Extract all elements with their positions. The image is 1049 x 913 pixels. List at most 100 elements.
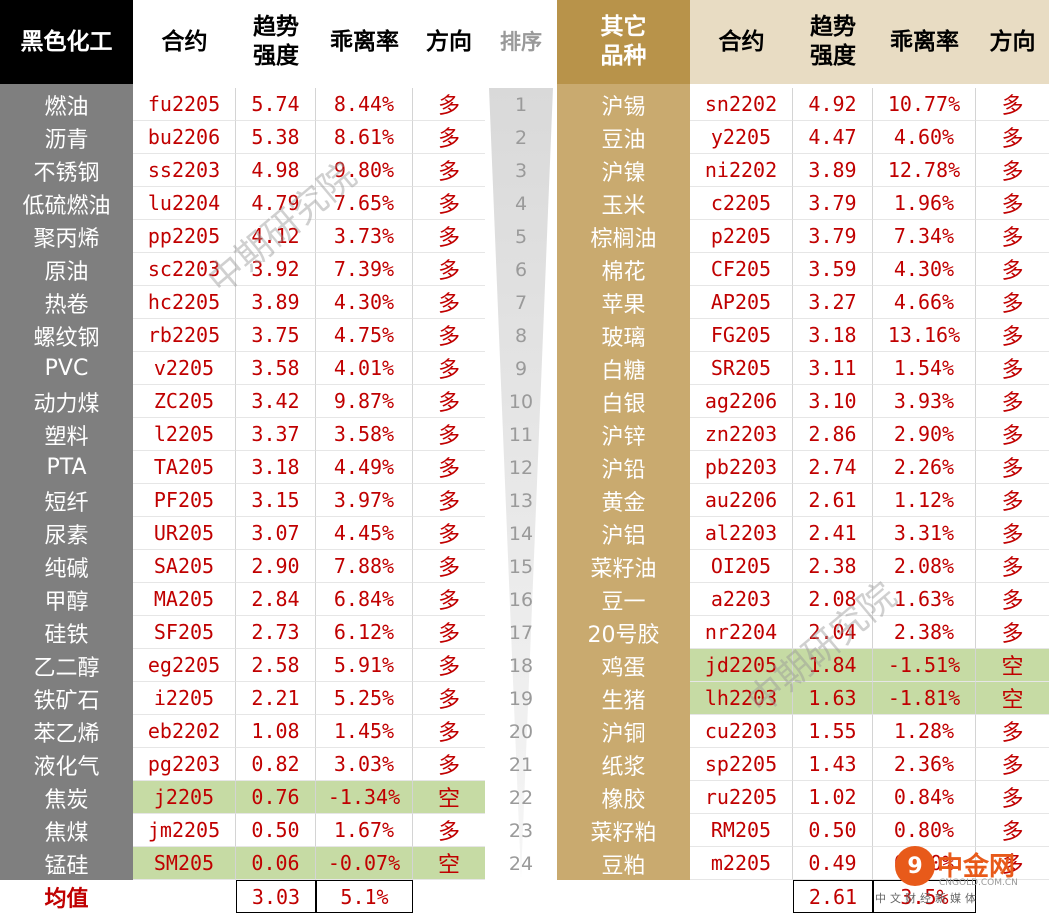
right-row-contract: nr2204 <box>690 616 793 649</box>
rank-number: 18 <box>508 654 534 677</box>
left-row-name: 低硫燃油 <box>0 187 133 220</box>
rank-number: 5 <box>514 225 528 248</box>
right-row-direction: 多 <box>976 781 1049 814</box>
right-row-direction: 多 <box>976 187 1049 220</box>
left-row-strength: 2.90 <box>236 550 316 583</box>
right-row-direction: 多 <box>976 220 1049 253</box>
right-row-contract: CF205 <box>690 253 793 286</box>
right-row-deviation: 2.08% <box>873 550 976 583</box>
right-row-direction: 多 <box>976 121 1049 154</box>
left-row-deviation: 8.44% <box>316 88 413 121</box>
right-row-name: 沪锡 <box>557 88 690 121</box>
right-row-direction: 多 <box>976 550 1049 583</box>
left-row-direction: 多 <box>413 286 485 319</box>
left-row-deviation: 4.30% <box>316 286 413 319</box>
left-row-direction: 多 <box>413 484 485 517</box>
right-row-strength: 4.92 <box>793 88 873 121</box>
rank-number: 23 <box>508 819 534 842</box>
right-row-direction: 空 <box>976 649 1049 682</box>
left-row-contract: rb2205 <box>133 319 236 352</box>
right-row-name: 鸡蛋 <box>557 649 690 682</box>
right-row-name: 沪铜 <box>557 715 690 748</box>
right-row-direction: 多 <box>976 88 1049 121</box>
right-row-direction: 多 <box>976 517 1049 550</box>
left-row-contract: MA205 <box>133 583 236 616</box>
cngold-logo: 9 中金网 CNGOLD.COM.CN 中文财经新媒体 <box>875 846 1045 906</box>
left-row-contract: UR205 <box>133 517 236 550</box>
left-row-strength: 4.98 <box>236 154 316 187</box>
right-row-deviation: 4.66% <box>873 286 976 319</box>
right-row-deviation: 12.78% <box>873 154 976 187</box>
left-row-contract: ZC205 <box>133 385 236 418</box>
left-row-deviation: 9.87% <box>316 385 413 418</box>
left-row-name: 塑料 <box>0 418 133 451</box>
right-row-contract: al2203 <box>690 517 793 550</box>
right-row-contract: AP205 <box>690 286 793 319</box>
rank-number: 17 <box>508 621 534 644</box>
right-row-strength: 3.18 <box>793 319 873 352</box>
rank-number: 21 <box>508 753 534 776</box>
rank-number: 14 <box>508 522 534 545</box>
header-contract-left: 合约 <box>133 0 236 84</box>
left-row-strength: 2.58 <box>236 649 316 682</box>
logo-subtitle: 中文财经新媒体 <box>875 892 980 905</box>
left-row-direction: 多 <box>413 550 485 583</box>
rank-funnel-shape <box>489 88 553 878</box>
right-row-strength: 3.79 <box>793 187 873 220</box>
left-row-direction: 多 <box>413 616 485 649</box>
rank-number: 16 <box>508 588 534 611</box>
average-strength-left: 3.03 <box>236 880 316 913</box>
left-row-strength: 2.84 <box>236 583 316 616</box>
header-strength-right: 趋势 强度 <box>793 0 873 84</box>
left-row-strength: 0.76 <box>236 781 316 814</box>
left-row-direction: 多 <box>413 253 485 286</box>
rank-number: 11 <box>508 423 534 446</box>
rank-number: 1 <box>514 93 528 116</box>
left-row-contract: eb2202 <box>133 715 236 748</box>
right-row-strength: 2.38 <box>793 550 873 583</box>
left-row-name: PTA <box>0 451 133 484</box>
right-row-direction: 多 <box>976 616 1049 649</box>
left-row-strength: 3.37 <box>236 418 316 451</box>
average-label: 均值 <box>44 886 89 912</box>
left-row-strength: 4.79 <box>236 187 316 220</box>
right-row-contract: OI205 <box>690 550 793 583</box>
right-row-strength: 2.08 <box>793 583 873 616</box>
right-row-name: 纸浆 <box>557 748 690 781</box>
right-row-direction: 多 <box>976 319 1049 352</box>
right-row-name: 橡胶 <box>557 781 690 814</box>
left-row-direction: 多 <box>413 319 485 352</box>
left-row-strength: 5.74 <box>236 88 316 121</box>
left-row-name: 螺纹钢 <box>0 319 133 352</box>
left-row-deviation: -0.07% <box>316 847 413 880</box>
left-row-strength: 2.21 <box>236 682 316 715</box>
left-row-contract: TA205 <box>133 451 236 484</box>
right-row-direction: 多 <box>976 154 1049 187</box>
right-row-strength: 0.50 <box>793 814 873 847</box>
left-row-deviation: 3.58% <box>316 418 413 451</box>
right-row-deviation: 3.93% <box>873 385 976 418</box>
left-row-name: 铁矿石 <box>0 682 133 715</box>
right-row-name: 黄金 <box>557 484 690 517</box>
header-direction-right: 方向 <box>976 0 1049 84</box>
right-row-name: 玉米 <box>557 187 690 220</box>
left-row-direction: 多 <box>413 451 485 484</box>
rank-number: 22 <box>508 786 534 809</box>
logo-url: CNGOLD.COM.CN <box>939 878 1018 888</box>
right-row-contract: RM205 <box>690 814 793 847</box>
left-row-direction: 多 <box>413 583 485 616</box>
rank-number: 2 <box>514 126 528 149</box>
right-row-strength: 3.89 <box>793 154 873 187</box>
right-row-contract: ag2206 <box>690 385 793 418</box>
left-row-name: 乙二醇 <box>0 649 133 682</box>
right-row-deviation: 1.28% <box>873 715 976 748</box>
right-row-strength: 0.49 <box>793 847 873 880</box>
right-row-direction: 多 <box>976 484 1049 517</box>
right-row-strength: 3.11 <box>793 352 873 385</box>
right-row-direction: 多 <box>976 385 1049 418</box>
left-row-contract: ss2203 <box>133 154 236 187</box>
right-row-strength: 1.84 <box>793 649 873 682</box>
right-row-name: 豆粕 <box>557 847 690 880</box>
left-row-direction: 多 <box>413 715 485 748</box>
left-row-strength: 3.42 <box>236 385 316 418</box>
